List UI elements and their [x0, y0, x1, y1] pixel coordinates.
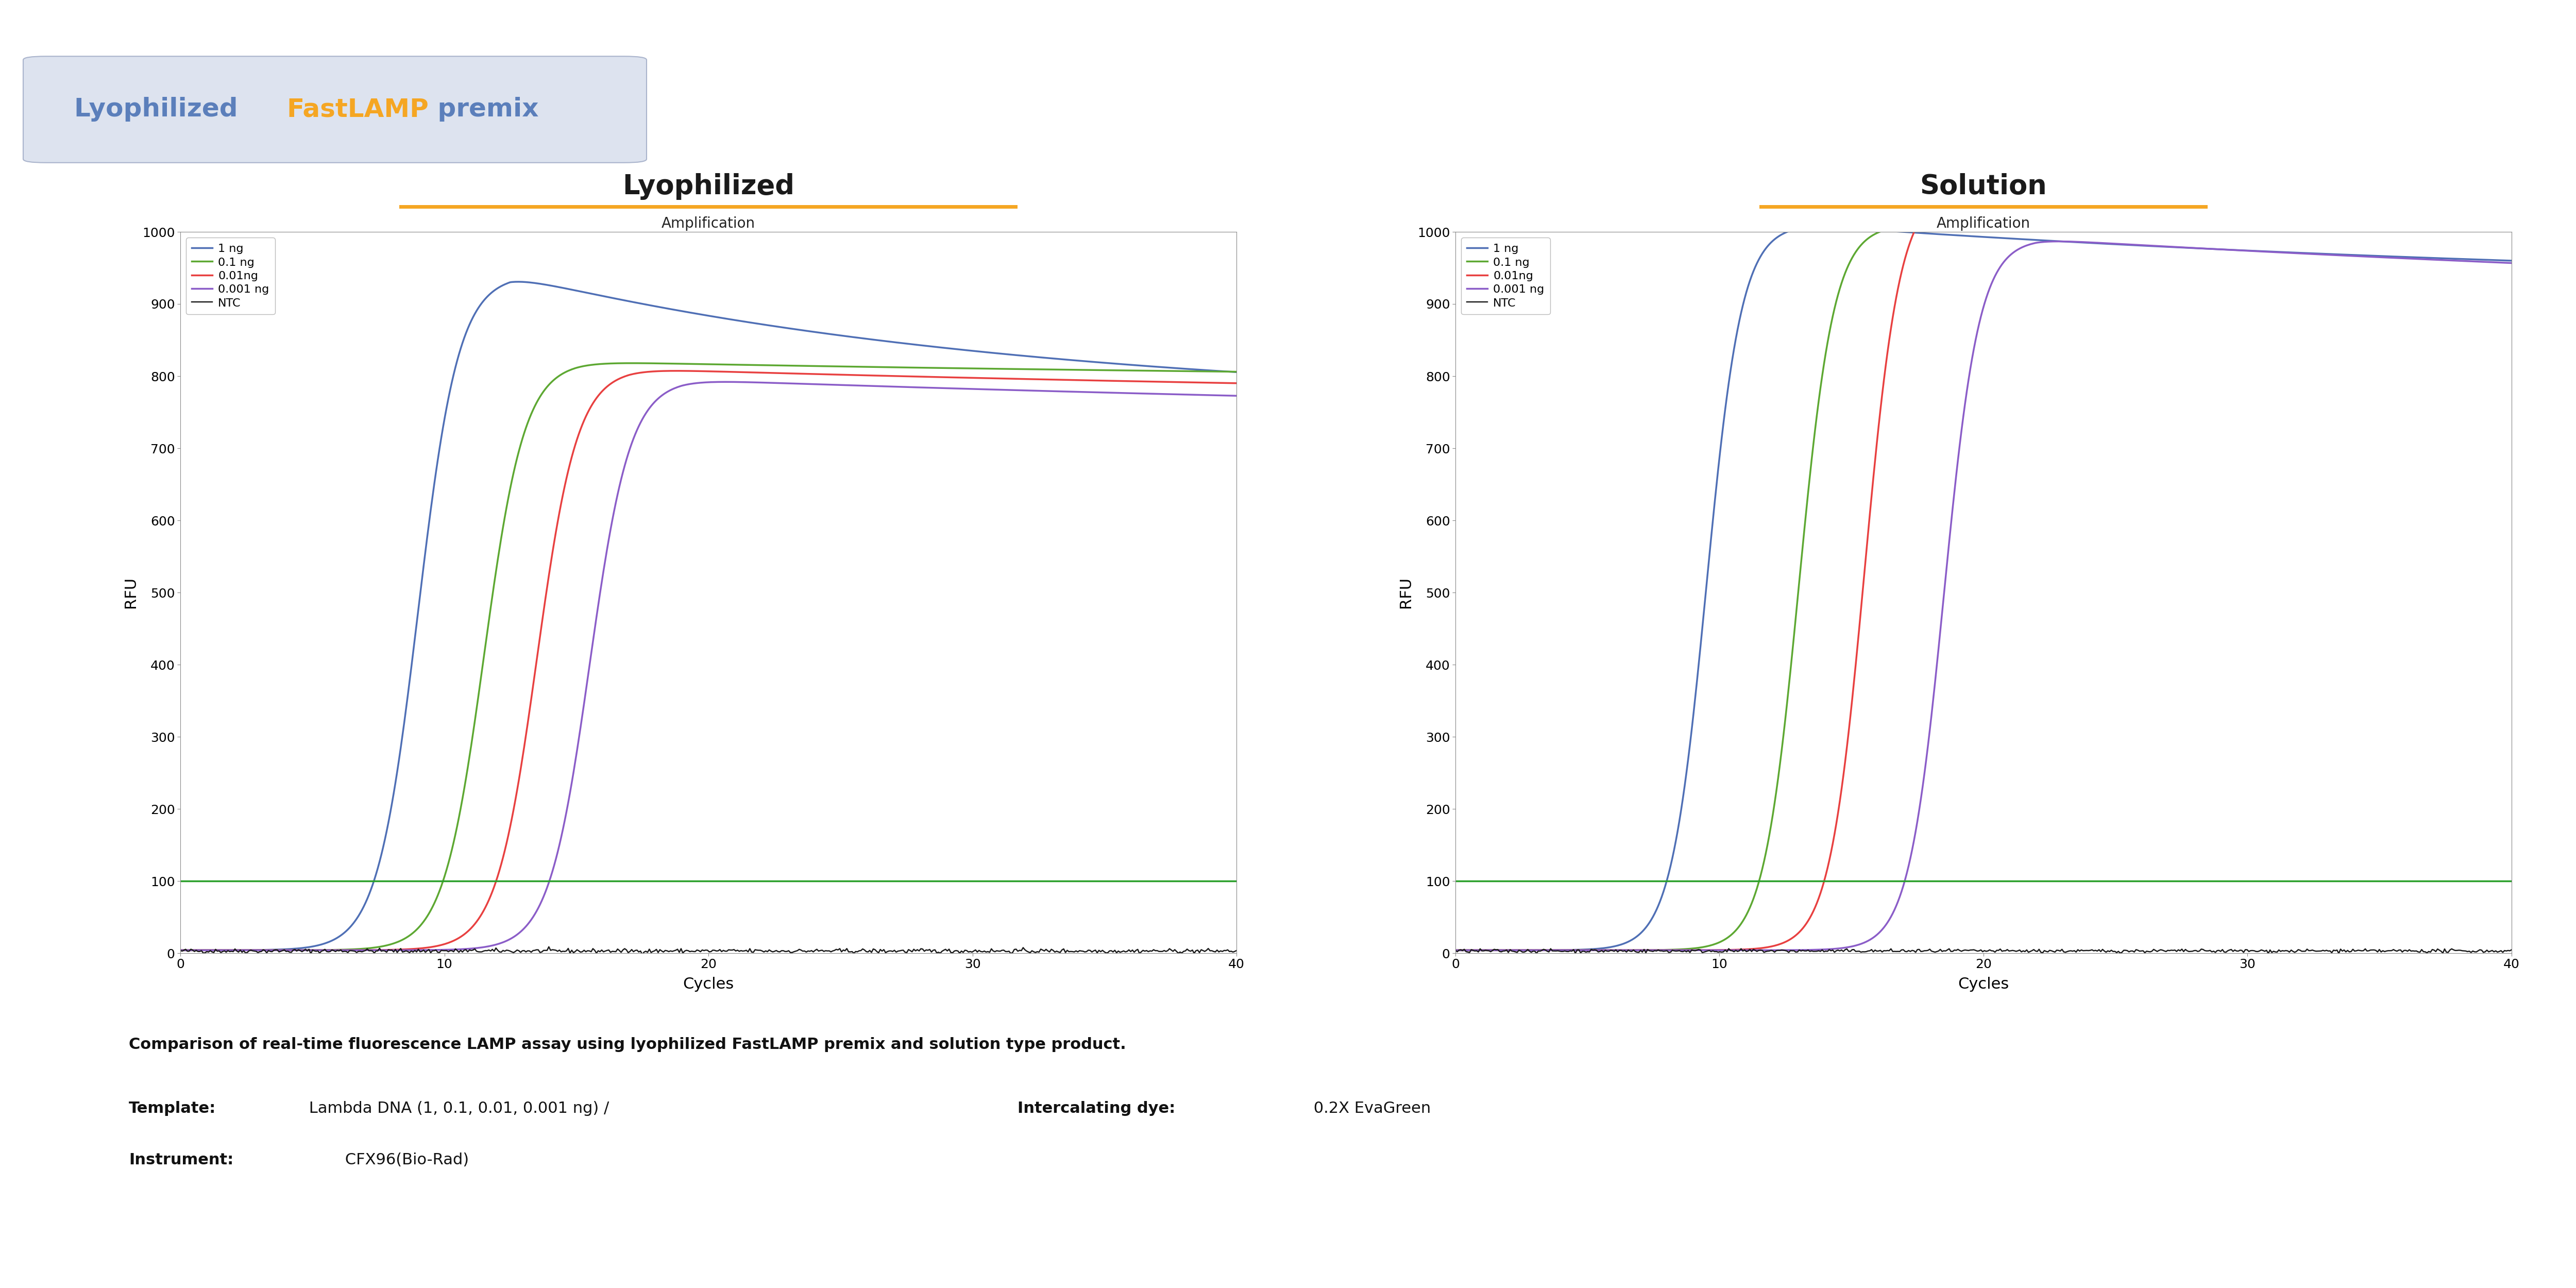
- Text: Instrument:: Instrument:: [129, 1153, 234, 1168]
- Text: premix: premix: [428, 97, 538, 122]
- Text: Template:: Template:: [129, 1101, 216, 1117]
- Title: Amplification: Amplification: [662, 216, 755, 231]
- Text: CFX96(Bio-Rad): CFX96(Bio-Rad): [340, 1153, 469, 1168]
- Text: FastLAMP: FastLAMP: [286, 97, 428, 122]
- Y-axis label: RFU: RFU: [1399, 577, 1414, 608]
- Legend: 1 ng, 0.1 ng, 0.01ng, 0.001 ng, NTC: 1 ng, 0.1 ng, 0.01ng, 0.001 ng, NTC: [1461, 237, 1551, 314]
- X-axis label: Cycles: Cycles: [683, 976, 734, 992]
- Text: Lyophilized: Lyophilized: [75, 97, 247, 122]
- Text: Lyophilized: Lyophilized: [623, 173, 793, 200]
- Text: Lambda DNA (1, 0.1, 0.01, 0.001 ng) /: Lambda DNA (1, 0.1, 0.01, 0.001 ng) /: [304, 1101, 613, 1117]
- Text: Comparison of real-time fluorescence LAMP assay using lyophilized FastLAMP premi: Comparison of real-time fluorescence LAM…: [129, 1037, 1126, 1052]
- FancyBboxPatch shape: [23, 57, 647, 162]
- Text: Intercalating dye:: Intercalating dye:: [1018, 1101, 1175, 1117]
- Legend: 1 ng, 0.1 ng, 0.01ng, 0.001 ng, NTC: 1 ng, 0.1 ng, 0.01ng, 0.001 ng, NTC: [185, 237, 276, 314]
- Text: Solution: Solution: [1919, 173, 2048, 200]
- X-axis label: Cycles: Cycles: [1958, 976, 2009, 992]
- Text: 0.2X EvaGreen: 0.2X EvaGreen: [1309, 1101, 1430, 1117]
- Y-axis label: RFU: RFU: [124, 577, 139, 608]
- Title: Amplification: Amplification: [1937, 216, 2030, 231]
